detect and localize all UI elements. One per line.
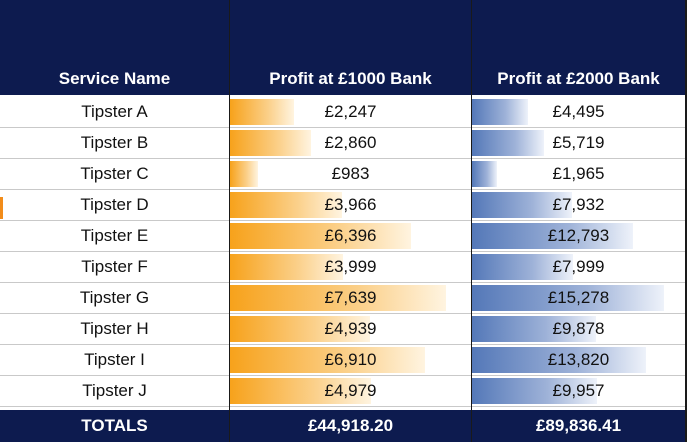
column-divider [229, 0, 230, 442]
profit-2000-cell[interactable]: £15,278 [547, 288, 610, 307]
service-name-cell[interactable]: Tipster E [80, 226, 149, 245]
header-profit-2000[interactable]: Profit at £2000 Bank [497, 69, 660, 88]
service-name-cell[interactable]: Tipster B [80, 133, 149, 152]
table-row: Tipster J £4,979 £9,957 [0, 376, 687, 407]
databar-2000 [472, 161, 497, 187]
profit-2000-cell[interactable]: £5,719 [552, 133, 605, 152]
header-profit-1000[interactable]: Profit at £1000 Bank [269, 69, 432, 88]
service-name-cell[interactable]: Tipster C [80, 164, 149, 183]
profit-2000-cell[interactable]: £9,878 [552, 319, 605, 338]
header-service-name[interactable]: Service Name [58, 69, 171, 88]
databar-2000 [472, 99, 528, 125]
totals-label[interactable]: TOTALS [81, 416, 148, 435]
table-row: Tipster C £983 £1,965 [0, 159, 687, 190]
databar-2000 [472, 285, 664, 311]
table-row: Tipster H £4,939 £9,878 [0, 314, 687, 345]
databar-1000 [230, 378, 371, 404]
table-row: Tipster I £6,910 £13,820 [0, 345, 687, 376]
databar-2000 [472, 316, 596, 342]
databar-1000 [230, 254, 343, 280]
databar-2000 [472, 254, 573, 280]
profit-2000-cell[interactable]: £7,932 [552, 195, 605, 214]
databar-1000 [230, 192, 342, 218]
active-row-marker [0, 197, 3, 219]
table-row: Tipster G £7,639 £15,278 [0, 283, 687, 314]
table-row: Tipster B £2,860 £5,719 [0, 128, 687, 159]
databar-1000 [230, 285, 446, 311]
header-row: Service Name Profit at £1000 Bank Profit… [0, 0, 687, 95]
table-row: Tipster E £6,396 £12,793 [0, 221, 687, 252]
databar-2000 [472, 130, 544, 156]
service-name-cell[interactable]: Tipster A [81, 102, 148, 121]
profit-1000-cell[interactable]: £2,247 [324, 102, 377, 121]
totals-profit-1000[interactable]: £44,918.20 [307, 416, 394, 435]
service-name-cell[interactable]: Tipster J [82, 381, 147, 400]
profit-2000-cell[interactable]: £1,965 [552, 164, 605, 183]
profit-1000-cell[interactable]: £2,860 [324, 133, 377, 152]
table-row: Tipster A £2,247 £4,495 [0, 97, 687, 128]
databar-1000 [230, 99, 294, 125]
totals-profit-2000[interactable]: £89,836.41 [535, 416, 622, 435]
profit-2000-cell[interactable]: £4,495 [552, 102, 605, 121]
profit-1000-cell[interactable]: £7,639 [324, 288, 377, 307]
table-row: Tipster D £3,966 £7,932 [0, 190, 687, 221]
profit-2000-cell[interactable]: £13,820 [547, 350, 610, 369]
table-row: Tipster F £3,999 £7,999 [0, 252, 687, 283]
profit-1000-cell[interactable]: £4,939 [324, 319, 377, 338]
profit-1000-cell[interactable]: £6,910 [324, 350, 377, 369]
databar-2000 [472, 378, 597, 404]
databar-1000 [230, 347, 425, 373]
service-name-cell[interactable]: Tipster G [79, 288, 150, 307]
databar-1000 [230, 223, 411, 249]
databar-1000 [230, 130, 311, 156]
profit-2000-cell[interactable]: £12,793 [547, 226, 610, 245]
databar-1000 [230, 316, 370, 342]
profit-1000-cell[interactable]: £4,979 [324, 381, 377, 400]
service-name-cell[interactable]: Tipster H [80, 319, 149, 338]
totals-row: TOTALS £44,918.20 £89,836.41 [0, 410, 687, 442]
service-name-cell[interactable]: Tipster I [84, 350, 145, 369]
databar-2000 [472, 223, 633, 249]
column-divider [471, 0, 472, 442]
profit-1000-cell[interactable]: £6,396 [324, 226, 377, 245]
databar-2000 [472, 347, 646, 373]
profit-1000-cell[interactable]: £3,966 [324, 195, 377, 214]
profit-2000-cell[interactable]: £9,957 [552, 381, 605, 400]
profit-1000-cell[interactable]: £983 [331, 164, 370, 183]
table-right-border [685, 0, 687, 442]
databar-1000 [230, 161, 258, 187]
profit-1000-cell[interactable]: £3,999 [324, 257, 377, 276]
service-name-cell[interactable]: Tipster F [81, 257, 148, 276]
databar-2000 [472, 192, 572, 218]
profit-2000-cell[interactable]: £7,999 [552, 257, 605, 276]
service-name-cell[interactable]: Tipster D [80, 195, 149, 214]
